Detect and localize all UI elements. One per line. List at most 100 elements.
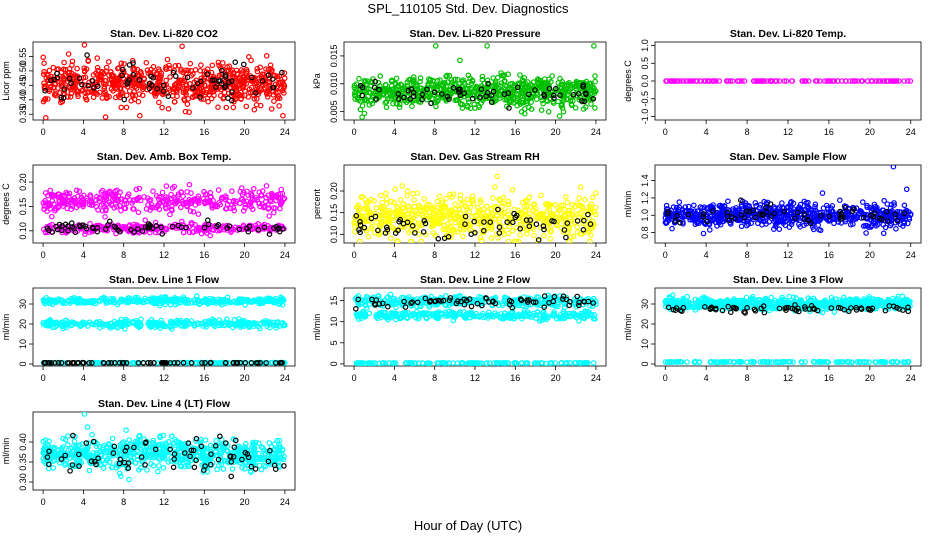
data-point <box>566 238 572 243</box>
data-point <box>462 81 468 87</box>
data-point <box>42 190 49 196</box>
data-point <box>146 85 153 92</box>
data-point <box>246 201 253 208</box>
x-tick-label: 4 <box>704 127 709 137</box>
panel-title: Stan. Dev. Amb. Box Temp. <box>97 151 232 163</box>
data-point <box>159 359 166 366</box>
data-point <box>891 202 898 208</box>
data-point <box>53 319 60 326</box>
data-point <box>224 225 231 231</box>
data-point <box>668 214 674 220</box>
data-point <box>591 43 597 49</box>
points-group <box>663 78 914 84</box>
data-point <box>145 70 152 76</box>
data-point <box>377 73 384 79</box>
data-point <box>99 187 106 194</box>
data-point <box>819 190 826 196</box>
data-point <box>89 359 95 366</box>
data-point <box>496 222 503 228</box>
data-point <box>265 205 272 211</box>
data-point <box>446 72 453 79</box>
data-point <box>880 221 887 228</box>
data-point <box>876 215 883 222</box>
data-point <box>115 65 121 72</box>
data-point <box>108 201 115 207</box>
data-point <box>193 299 199 306</box>
y-axis-label: ml/min <box>312 314 322 341</box>
data-point <box>222 72 229 78</box>
data-point <box>359 92 366 99</box>
data-point <box>97 76 104 83</box>
data-point <box>261 86 267 93</box>
data-point <box>97 318 103 325</box>
data-point <box>69 58 76 65</box>
data-point <box>383 190 389 197</box>
data-point <box>62 198 68 204</box>
data-point <box>743 208 750 214</box>
data-point <box>132 296 139 303</box>
data-point <box>43 294 50 301</box>
data-point <box>171 98 178 105</box>
data-point <box>781 205 787 211</box>
data-point <box>265 72 272 78</box>
data-point <box>147 359 154 366</box>
data-point <box>243 103 250 110</box>
data-point <box>812 207 819 213</box>
data-point <box>150 188 156 195</box>
data-point <box>222 83 229 89</box>
data-point <box>152 219 159 226</box>
data-point <box>399 224 406 230</box>
data-point <box>574 211 581 217</box>
data-point <box>276 228 283 235</box>
data-point <box>761 78 767 84</box>
x-tick-label: 20 <box>551 250 561 260</box>
data-point <box>431 89 438 96</box>
data-point <box>148 296 155 303</box>
data-point <box>154 85 161 92</box>
data-point <box>156 99 162 106</box>
data-point <box>281 75 288 82</box>
data-point <box>78 199 84 206</box>
data-point <box>444 72 450 79</box>
data-point <box>369 223 375 230</box>
data-point <box>233 67 240 74</box>
data-point <box>361 224 368 231</box>
data-point <box>137 298 144 304</box>
data-point <box>52 359 58 366</box>
data-point <box>48 213 55 220</box>
data-point <box>42 87 48 94</box>
data-point <box>153 223 160 229</box>
data-point <box>219 67 225 74</box>
data-point <box>452 206 459 212</box>
data-point <box>410 80 417 86</box>
data-point <box>272 295 279 302</box>
x-tick-label: 8 <box>121 250 126 260</box>
data-point <box>249 206 256 213</box>
data-point <box>455 86 462 93</box>
data-point <box>481 206 487 212</box>
data-point <box>96 198 102 205</box>
data-point <box>470 200 477 207</box>
data-point <box>812 201 819 208</box>
data-point <box>251 96 258 102</box>
data-point <box>805 217 812 224</box>
data-point <box>200 88 207 94</box>
data-point <box>251 106 258 113</box>
data-point <box>538 107 545 113</box>
data-point <box>520 99 526 106</box>
data-point <box>241 61 247 68</box>
data-point <box>207 189 214 196</box>
data-point <box>103 196 110 202</box>
x-tick-label: 20 <box>551 127 561 137</box>
data-point <box>128 98 135 104</box>
data-point <box>444 221 451 227</box>
data-point <box>685 203 692 210</box>
data-point <box>549 218 555 224</box>
data-point <box>738 203 745 210</box>
data-point <box>701 204 708 211</box>
data-point <box>513 212 520 219</box>
data-point <box>569 208 576 214</box>
data-point <box>541 93 548 99</box>
data-point <box>514 96 521 102</box>
y-tick-label: 1.0 <box>640 39 650 52</box>
